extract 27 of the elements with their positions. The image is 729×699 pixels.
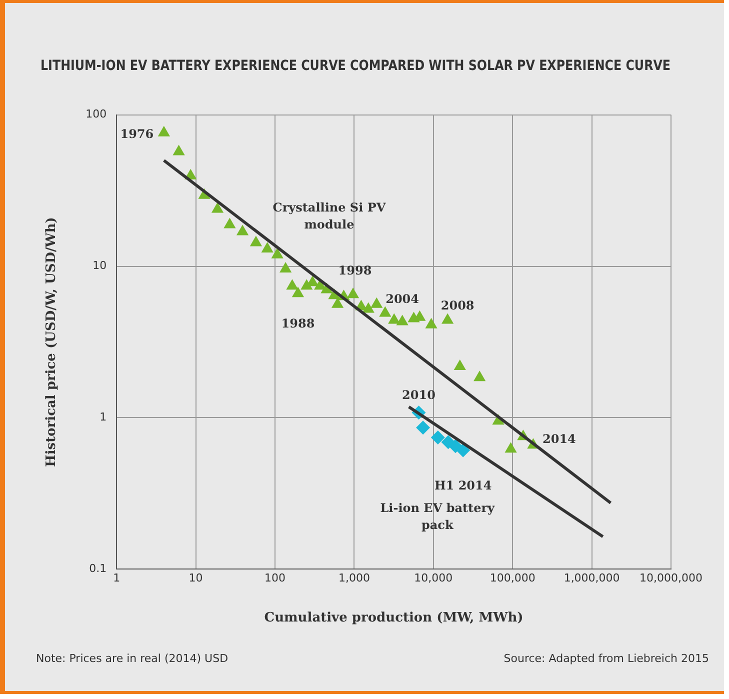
x-tick-label: 10,000 [414, 572, 453, 585]
annotation: H1 2014 [434, 478, 492, 492]
annotation: 2008 [440, 298, 474, 312]
annotation: 1988 [281, 316, 315, 331]
series-label: Crystalline Si PV module [272, 200, 386, 232]
annotation: 1998 [338, 264, 372, 278]
y-tick-label: 10 [92, 259, 107, 272]
source-note: Source: Adapted from Liebreich 2015 [504, 652, 709, 665]
x-tick-label: 100 [264, 572, 286, 585]
chart-title: LITHIUM-ION EV BATTERY EXPERIENCE CURVE COMPARED WITH SOLAR PV EXPERIENCE CURVE [40, 58, 671, 74]
annotation: 2004 [386, 292, 420, 306]
annotation: 2014 [542, 432, 576, 446]
x-tick-label: 1 [113, 572, 120, 585]
y-tick-label: 1 [100, 410, 107, 424]
x-tick-label: 10,000,000 [640, 572, 702, 585]
annotation: 1976 [120, 126, 154, 141]
text: Note: Prices are in real (2014) USD [36, 652, 228, 665]
text: Li-ion EV battery pack [380, 500, 496, 532]
x-tick-label: 1,000,000 [564, 572, 620, 585]
y-tick-label: 0.1 [89, 562, 107, 576]
x-tick-label: 100,000 [490, 572, 536, 585]
y-axis-title: Historical price (USD/W, USD/Wh) [44, 217, 60, 467]
y-tick-label: 100 [86, 108, 107, 121]
x-axis-title: Cumulative production (MW, MWh) [264, 610, 524, 626]
annotation: 2010 [402, 388, 436, 402]
x-tick-label: 1,000 [338, 572, 370, 585]
x-tick-label: 10 [188, 572, 203, 585]
